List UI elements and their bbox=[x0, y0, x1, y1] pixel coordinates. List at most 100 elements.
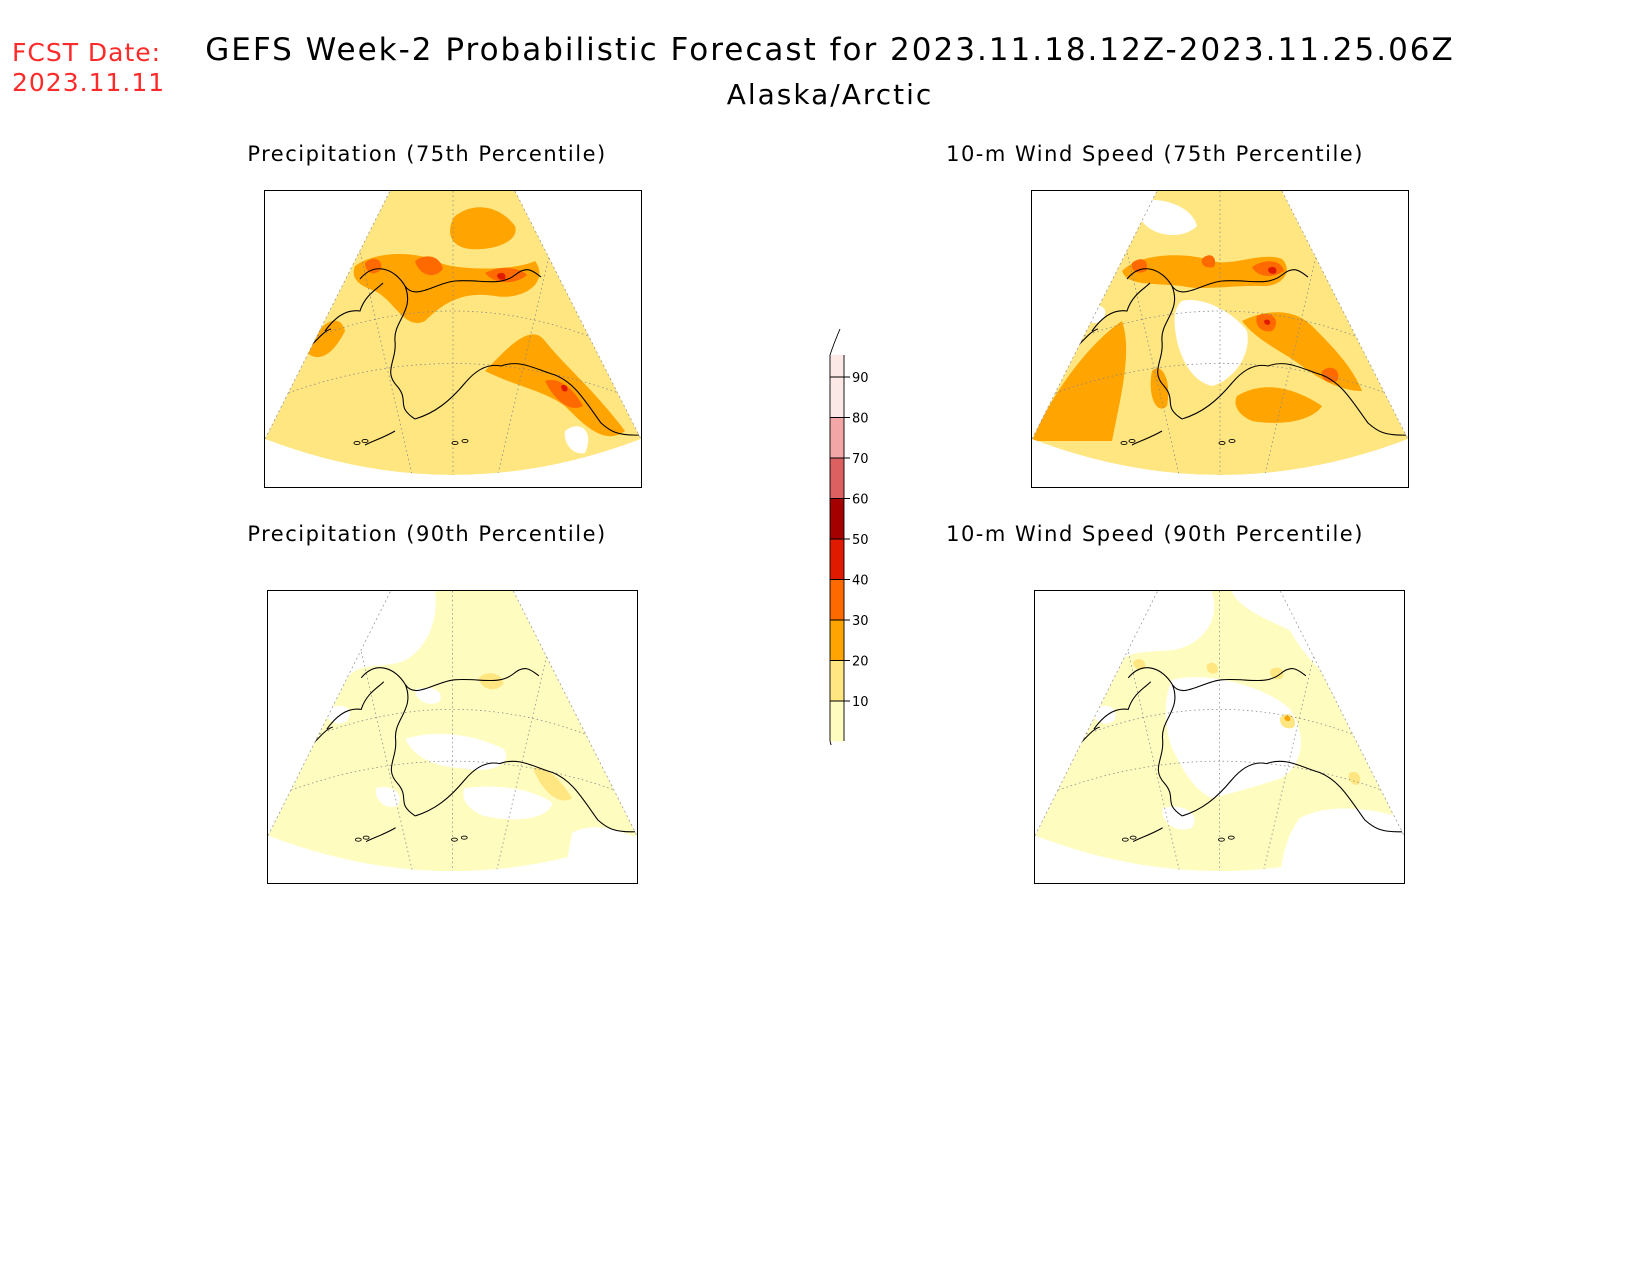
fcst-date-value: 2023.11.11 bbox=[12, 68, 166, 97]
map-panel-precip90 bbox=[267, 590, 638, 884]
below-threshold-area bbox=[326, 705, 350, 724]
colorbar-tick-label: 60 bbox=[852, 493, 869, 508]
coastline bbox=[364, 430, 396, 446]
below-threshold-area bbox=[1137, 199, 1197, 236]
graticule-line bbox=[494, 230, 556, 475]
coastline bbox=[324, 282, 384, 332]
probability-contour bbox=[1321, 367, 1339, 383]
graticule-line bbox=[1261, 230, 1323, 475]
coastline bbox=[1181, 364, 1269, 420]
island bbox=[1218, 440, 1226, 446]
coastline bbox=[360, 667, 540, 692]
colorbar-frame bbox=[829, 355, 845, 741]
colorbar-top-arrow bbox=[829, 328, 841, 356]
island bbox=[362, 835, 370, 840]
island bbox=[461, 438, 469, 444]
probability-contour bbox=[1206, 662, 1218, 674]
below-threshold-area bbox=[375, 787, 400, 807]
colorbar-swatch bbox=[830, 701, 844, 742]
coastline bbox=[1182, 762, 1267, 817]
graticule-line bbox=[1122, 630, 1183, 872]
probability-contour bbox=[1235, 387, 1322, 423]
coastline bbox=[415, 762, 500, 817]
panel-title-wind75: 10-m Wind Speed (75th Percentile) bbox=[946, 142, 1364, 166]
below-threshold-area bbox=[405, 733, 507, 770]
coastline bbox=[414, 364, 502, 420]
forecast-date-label: FCST Date: 2023.11.11 bbox=[12, 38, 165, 98]
graticule-line bbox=[1046, 363, 1395, 397]
colorbar-swatch bbox=[830, 579, 844, 620]
colorbar-legend: 10 20 30 40 50 60 70 80 90 bbox=[829, 328, 869, 745]
island bbox=[353, 440, 361, 446]
island bbox=[460, 835, 468, 840]
coastline bbox=[1126, 268, 1309, 293]
coastline bbox=[365, 827, 396, 843]
coastline bbox=[499, 760, 637, 833]
graticule-line bbox=[1049, 760, 1391, 794]
colorbar-tick-label: 90 bbox=[852, 371, 869, 386]
coastline bbox=[390, 285, 416, 420]
probability-contour bbox=[497, 272, 506, 280]
probability-contour bbox=[485, 267, 527, 283]
island bbox=[1128, 438, 1136, 444]
below-threshold-area bbox=[1280, 808, 1404, 872]
probability-contour bbox=[1201, 255, 1216, 268]
island bbox=[1120, 440, 1128, 446]
colorbar-tick-label: 50 bbox=[852, 533, 869, 548]
graticule-line bbox=[307, 708, 598, 740]
map-panel-wind90 bbox=[1034, 590, 1405, 884]
coastline bbox=[1267, 363, 1408, 436]
coastline bbox=[1157, 285, 1183, 420]
probability-contour bbox=[415, 256, 443, 276]
island bbox=[1227, 835, 1235, 840]
domain-edge bbox=[1035, 591, 1404, 836]
coastline bbox=[1132, 827, 1163, 843]
island bbox=[451, 440, 459, 446]
probability-contour bbox=[561, 384, 568, 392]
island bbox=[1129, 835, 1137, 840]
graticule-line bbox=[1121, 230, 1183, 475]
probability-contour bbox=[545, 380, 583, 409]
domain-edge bbox=[1032, 191, 1408, 440]
page-title: GEFS Week-2 Probabilistic Forecast for 2… bbox=[205, 32, 1455, 68]
below-threshold-area bbox=[1165, 677, 1301, 799]
probability-contour bbox=[450, 207, 516, 250]
graticule-line bbox=[355, 630, 416, 872]
colorbar-swatch bbox=[830, 458, 844, 499]
graticule-line bbox=[304, 310, 602, 342]
graticule-line bbox=[282, 760, 624, 794]
below-threshold-area bbox=[562, 827, 637, 872]
forecast-domain bbox=[265, 191, 641, 475]
colorbar-tick-label: 20 bbox=[852, 655, 869, 670]
map-canvas bbox=[268, 591, 637, 872]
panel-title-wind90: 10-m Wind Speed (90th Percentile) bbox=[946, 522, 1364, 546]
coastline bbox=[1127, 667, 1307, 692]
below-threshold-area bbox=[415, 687, 441, 704]
coastline bbox=[1131, 430, 1163, 446]
probability-contour bbox=[478, 673, 504, 690]
probability-contour bbox=[532, 767, 573, 801]
island bbox=[1228, 438, 1236, 444]
graticule-line bbox=[354, 230, 416, 475]
island bbox=[354, 837, 362, 842]
coastline bbox=[390, 684, 416, 817]
probability-contour bbox=[1284, 715, 1291, 722]
coastline bbox=[359, 268, 542, 293]
map-canvas bbox=[265, 191, 641, 475]
colorbar-tick-label: 70 bbox=[852, 452, 869, 467]
domain-edge bbox=[265, 191, 641, 440]
coastline bbox=[1266, 760, 1404, 833]
fcst-date-caption: FCST Date: bbox=[12, 38, 162, 67]
colorbar-tick-label: 10 bbox=[852, 695, 869, 710]
probability-contour bbox=[1133, 659, 1146, 670]
graticule-line bbox=[279, 363, 628, 397]
below-threshold-area bbox=[463, 786, 553, 820]
island bbox=[1218, 837, 1225, 842]
colorbar-swatch bbox=[830, 498, 844, 539]
coastline bbox=[326, 681, 385, 730]
probability-contour bbox=[1122, 255, 1287, 289]
colorbar-swatch bbox=[830, 539, 844, 580]
map-canvas bbox=[1035, 591, 1404, 872]
panel-title-precip75: Precipitation (75th Percentile) bbox=[247, 142, 607, 166]
region-subtitle: Alaska/Arctic bbox=[726, 78, 934, 111]
